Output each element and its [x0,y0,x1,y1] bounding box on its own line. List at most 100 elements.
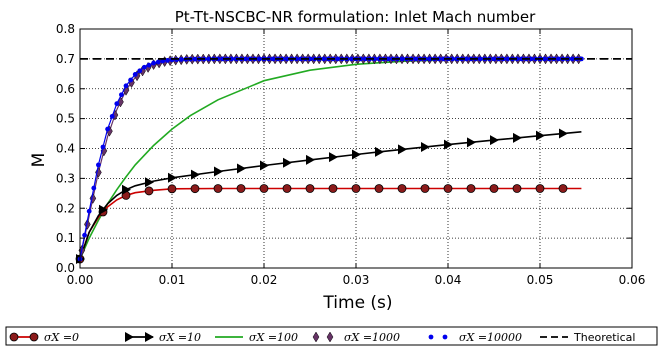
data-point [427,56,432,62]
data-point [270,56,276,62]
data-point [329,152,338,163]
legend-marker [145,332,154,342]
data-point [385,56,391,62]
data-point [513,132,522,143]
data-point [298,56,304,62]
data-point [398,144,407,155]
data-point [214,166,223,177]
data-point [123,83,129,89]
axis-ticks: 0.00 0.01 0.02 0.03 0.04 0.05 0.06 0.0 0.1 0.2 0.3… [56,22,645,287]
data-point [206,56,212,62]
data-point [362,56,368,62]
y-tick-label: 0.5 [56,112,75,126]
legend-label: Theoretical [573,331,635,344]
legend-label: σX =100 [249,331,298,344]
data-point [192,56,198,62]
data-point [556,56,561,62]
legend-marker [428,334,434,340]
legend-label: σX =10 [159,331,201,344]
data-point [306,154,315,165]
data-point [236,184,246,193]
data-point [165,57,170,63]
data-point [283,157,292,168]
legend-entry: Theoretical [540,331,635,344]
legend-marker [29,332,39,342]
data-point [99,204,108,215]
x-tick-label: 0.01 [159,273,186,287]
legend-marker [442,334,448,340]
x-tick-label: 0.03 [343,273,370,287]
data-point [146,62,152,68]
data-point [132,72,138,77]
data-point [144,186,154,196]
data-point [399,56,405,62]
data-point [464,56,469,62]
y-tick-label: 0.8 [56,22,75,36]
legend-marker [312,331,320,343]
data-point [213,184,223,193]
legend-entry: σX =1000 [312,331,400,344]
data-point [243,56,249,62]
data-point [137,68,143,74]
legend-entry: σX =10 [125,331,201,344]
data-point [220,56,226,62]
data-point [374,184,384,193]
y-tick-label: 0.3 [56,171,75,185]
data-point [335,56,340,62]
data-point [260,160,269,171]
data-point [190,184,200,194]
data-point [128,77,134,83]
data-point [490,135,499,146]
legend: σX =0 σX =10 σX =100 σX =1000 σX =10000 Theor… [5,326,658,346]
data-point [466,184,476,193]
legend-marker [125,332,134,342]
data-point [86,208,92,214]
data-point [151,60,157,66]
data-point [372,56,377,62]
data-point [444,139,453,150]
data-point [559,128,568,139]
data-point [168,172,177,183]
data-point [257,56,262,62]
data-point [489,184,499,193]
data-point [535,184,545,193]
series-1 [76,128,582,265]
data-point [352,149,361,160]
data-point [413,56,419,62]
legend-entry: σX =10000 [428,331,522,344]
data-point [307,56,313,62]
data-point [259,184,269,193]
x-axis-label: Time (s) [322,293,392,313]
data-point [321,56,327,62]
data-point [512,184,522,193]
series-line [79,187,582,260]
y-tick-label: 0.0 [56,261,75,275]
y-tick-label: 0.1 [56,231,75,245]
data-point [420,184,430,193]
x-tick-label: 0.06 [619,273,646,287]
x-tick-label: 0.00 [67,273,94,287]
legend-entry: σX =0 [9,331,79,344]
data-point [536,130,545,141]
x-tick-label: 0.05 [527,273,554,287]
data-point [569,56,575,62]
data-point [191,169,200,180]
data-point [167,184,177,194]
data-point [349,56,354,62]
data-point [109,113,115,119]
data-point [100,144,106,150]
data-point [155,59,161,65]
y-axis-label: M [29,153,49,168]
data-point [229,56,235,62]
data-point [519,56,524,62]
data-point [351,184,361,193]
data-point [82,232,87,238]
data-point [96,162,101,168]
legend-label: σX =0 [44,331,79,344]
series-layer [75,53,632,265]
data-point [421,142,430,153]
data-point [450,56,455,62]
data-point [114,101,120,107]
legend-marker [9,332,19,342]
